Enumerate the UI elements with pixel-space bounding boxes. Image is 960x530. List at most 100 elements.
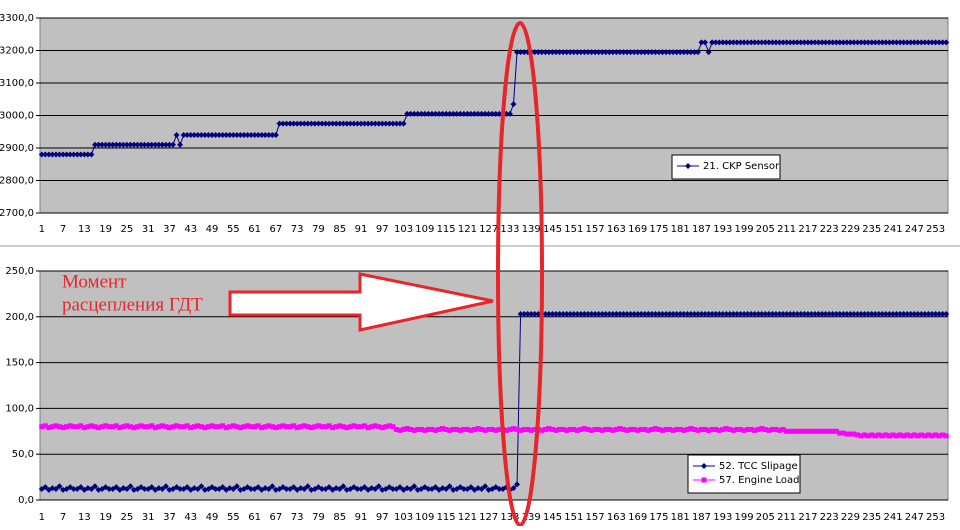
marker: [542, 426, 548, 432]
x-tick-label: 217: [798, 224, 817, 235]
x-tick-label: 67: [270, 224, 283, 235]
marker: [42, 151, 49, 158]
marker: [56, 151, 63, 158]
marker: [362, 423, 368, 429]
marker: [549, 311, 556, 318]
marker: [447, 427, 453, 433]
marker: [237, 132, 244, 138]
x-tick-label: 223: [820, 512, 839, 523]
marker: [482, 427, 488, 433]
marker: [479, 426, 485, 432]
marker: [496, 110, 503, 117]
marker: [60, 425, 66, 431]
marker: [922, 433, 928, 439]
marker: [60, 151, 67, 158]
marker: [525, 426, 531, 432]
marker: [315, 120, 322, 127]
marker: [517, 311, 524, 318]
legend-marker: [701, 477, 707, 483]
annotation: расцепления ГДТ: [62, 294, 203, 315]
marker: [681, 427, 687, 433]
x-tick-label: 79: [312, 224, 325, 235]
legend-box: [671, 154, 781, 180]
marker: [542, 49, 549, 56]
marker: [298, 424, 304, 430]
marker: [567, 311, 574, 318]
x-tick-label: 229: [841, 224, 860, 235]
marker: [592, 311, 599, 318]
marker: [162, 141, 169, 148]
marker: [88, 151, 95, 158]
marker: [117, 425, 123, 431]
marker: [64, 424, 70, 430]
marker: [230, 423, 236, 429]
marker: [53, 423, 59, 429]
marker: [790, 311, 797, 318]
marker: [734, 426, 740, 432]
x-tick-label: 205: [756, 512, 775, 523]
marker: [609, 311, 616, 318]
marker: [436, 110, 443, 117]
marker: [939, 311, 946, 318]
marker: [386, 423, 392, 429]
marker: [680, 311, 687, 318]
marker: [127, 141, 134, 148]
marker: [372, 486, 379, 493]
marker: [443, 110, 450, 117]
marker: [283, 120, 290, 127]
marker: [758, 39, 765, 46]
marker: [659, 311, 666, 318]
marker: [372, 423, 378, 429]
marker: [401, 426, 407, 432]
marker: [71, 424, 77, 430]
marker: [528, 311, 535, 318]
marker: [432, 484, 439, 491]
marker: [588, 311, 595, 318]
marker: [546, 426, 552, 432]
marker: [91, 141, 98, 148]
marker: [638, 426, 644, 432]
marker: [262, 132, 269, 138]
marker: [70, 151, 77, 158]
marker: [382, 120, 389, 127]
marker: [106, 486, 113, 493]
marker: [428, 110, 435, 117]
marker: [304, 483, 311, 490]
marker: [837, 430, 843, 436]
marker: [152, 141, 159, 148]
marker: [872, 39, 879, 46]
marker: [737, 39, 744, 46]
marker: [897, 39, 904, 46]
marker: [620, 426, 626, 432]
marker: [705, 49, 712, 56]
x-tick-label: 49: [206, 224, 219, 235]
x-tick-label: 133: [500, 224, 519, 235]
marker: [471, 426, 477, 432]
marker: [194, 486, 201, 493]
marker: [166, 425, 172, 431]
marker: [460, 486, 467, 493]
marker: [769, 311, 776, 318]
marker: [311, 120, 318, 127]
marker: [783, 311, 790, 318]
marker: [127, 424, 133, 430]
marker: [538, 49, 545, 56]
marker: [855, 432, 861, 438]
x-tick-label: 1: [39, 224, 45, 235]
marker: [719, 39, 726, 46]
marker: [188, 425, 194, 431]
marker: [545, 49, 552, 56]
marker: [155, 141, 162, 148]
marker: [645, 311, 652, 318]
marker: [904, 432, 910, 438]
marker: [659, 49, 666, 56]
marker: [620, 311, 627, 318]
marker: [886, 311, 893, 318]
marker: [641, 49, 648, 56]
x-tick-label: 85: [333, 512, 346, 523]
marker: [819, 428, 825, 434]
marker: [120, 141, 127, 148]
x-tick-label: 229: [841, 512, 860, 523]
marker: [925, 432, 931, 438]
marker: [375, 120, 382, 127]
